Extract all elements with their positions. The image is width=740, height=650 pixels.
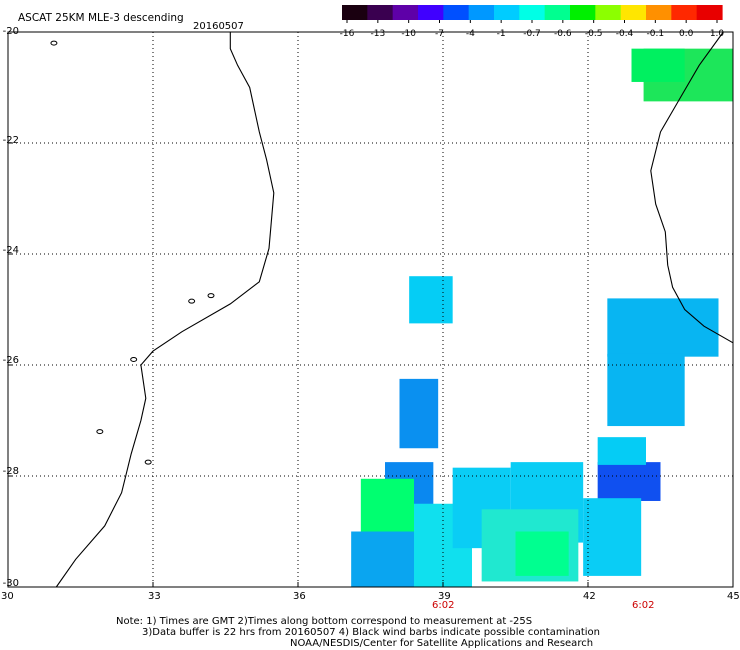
colorbar-label: -7	[435, 29, 444, 39]
colorbar-segment	[367, 5, 394, 20]
wind-swath-cell	[409, 276, 453, 324]
y-tick-label: -28	[2, 466, 19, 477]
wind-swath-cell	[607, 353, 685, 427]
x-tick-label: 33	[148, 591, 161, 602]
colorbar-segment	[494, 5, 520, 20]
colorbar-label: -0.5	[585, 29, 603, 39]
colorbar-segment	[342, 5, 368, 20]
colorbar-label: -1	[497, 29, 506, 39]
colorbar-label: 1.0	[710, 29, 725, 39]
note-line-1: Note: 1) Times are GMT 2)Times along bot…	[116, 616, 533, 627]
wind-swath-cell	[597, 462, 661, 501]
time-label: 6:02	[432, 600, 455, 611]
colorbar-segment	[671, 5, 698, 20]
colorbar-segment	[595, 5, 622, 20]
colorbar-label: 0.0	[679, 29, 694, 39]
island-outline	[50, 40, 58, 46]
y-tick-label: -22	[2, 135, 19, 146]
colorbar-label: -16	[340, 29, 355, 39]
y-tick-label: -20	[2, 26, 19, 37]
wind-swath-cell	[597, 437, 646, 465]
x-tick-label: 36	[293, 591, 306, 602]
colorbar-segment	[519, 5, 546, 20]
y-tick-label: -24	[2, 245, 19, 256]
colorbar-label: -10	[401, 29, 416, 39]
map-title: ASCAT 25KM MLE-3 descending	[18, 12, 184, 24]
wind-swath-cell	[583, 498, 642, 576]
colorbar-label: -13	[370, 29, 385, 39]
wind-swath-cell	[515, 531, 569, 576]
island-outline	[188, 298, 196, 304]
colorbar-segment	[620, 5, 647, 20]
y-tick-label: -30	[2, 578, 19, 589]
wind-swath-cell	[631, 48, 685, 82]
time-label: 6:02	[632, 600, 655, 611]
colorbar-segment	[418, 5, 444, 20]
map-frame	[7, 31, 734, 588]
coastline-mozambique	[55, 32, 275, 588]
colorbar-segment	[392, 5, 419, 20]
colorbar-label: -0.1	[647, 29, 665, 39]
island-outline	[144, 459, 152, 465]
island-outline	[207, 293, 215, 299]
colorbar: -16 -13 -10 -7 -4 -1 -0.7 -0.6 -0.5 -0.4 -0.1 0.0 1.…	[340, 5, 725, 39]
colorbar-segment	[443, 5, 470, 20]
colorbar-label: -0.6	[554, 29, 572, 39]
note-line-2: 3)Data buffer is 22 hrs from 20160507 4)…	[142, 627, 600, 638]
island-outline	[130, 356, 138, 362]
x-tick-label: 30	[1, 591, 14, 602]
colorbar-segment	[570, 5, 596, 20]
wind-swath-cell	[607, 298, 719, 357]
x-tick-label: 45	[727, 591, 740, 602]
colorbar-segment	[468, 5, 495, 20]
y-tick-label: -26	[2, 355, 19, 366]
wind-swath-cell	[399, 378, 439, 449]
colorbar-segment	[544, 5, 571, 20]
colorbar-label: -4	[466, 29, 475, 39]
wind-swath-cell	[351, 531, 424, 587]
colorbar-segment	[696, 5, 723, 20]
x-tick-label: 39	[438, 591, 451, 602]
note-line-3: NOAA/NESDIS/Center for Satellite Applica…	[290, 638, 594, 649]
island-outline	[96, 429, 104, 435]
colorbar-label: -0.4	[616, 29, 634, 39]
colorbar-label: -0.7	[523, 29, 541, 39]
colorbar-segment	[646, 5, 672, 20]
coastline-madagascar	[650, 31, 734, 344]
x-tick-label: 42	[583, 591, 596, 602]
map-date: 20160507	[193, 21, 244, 32]
